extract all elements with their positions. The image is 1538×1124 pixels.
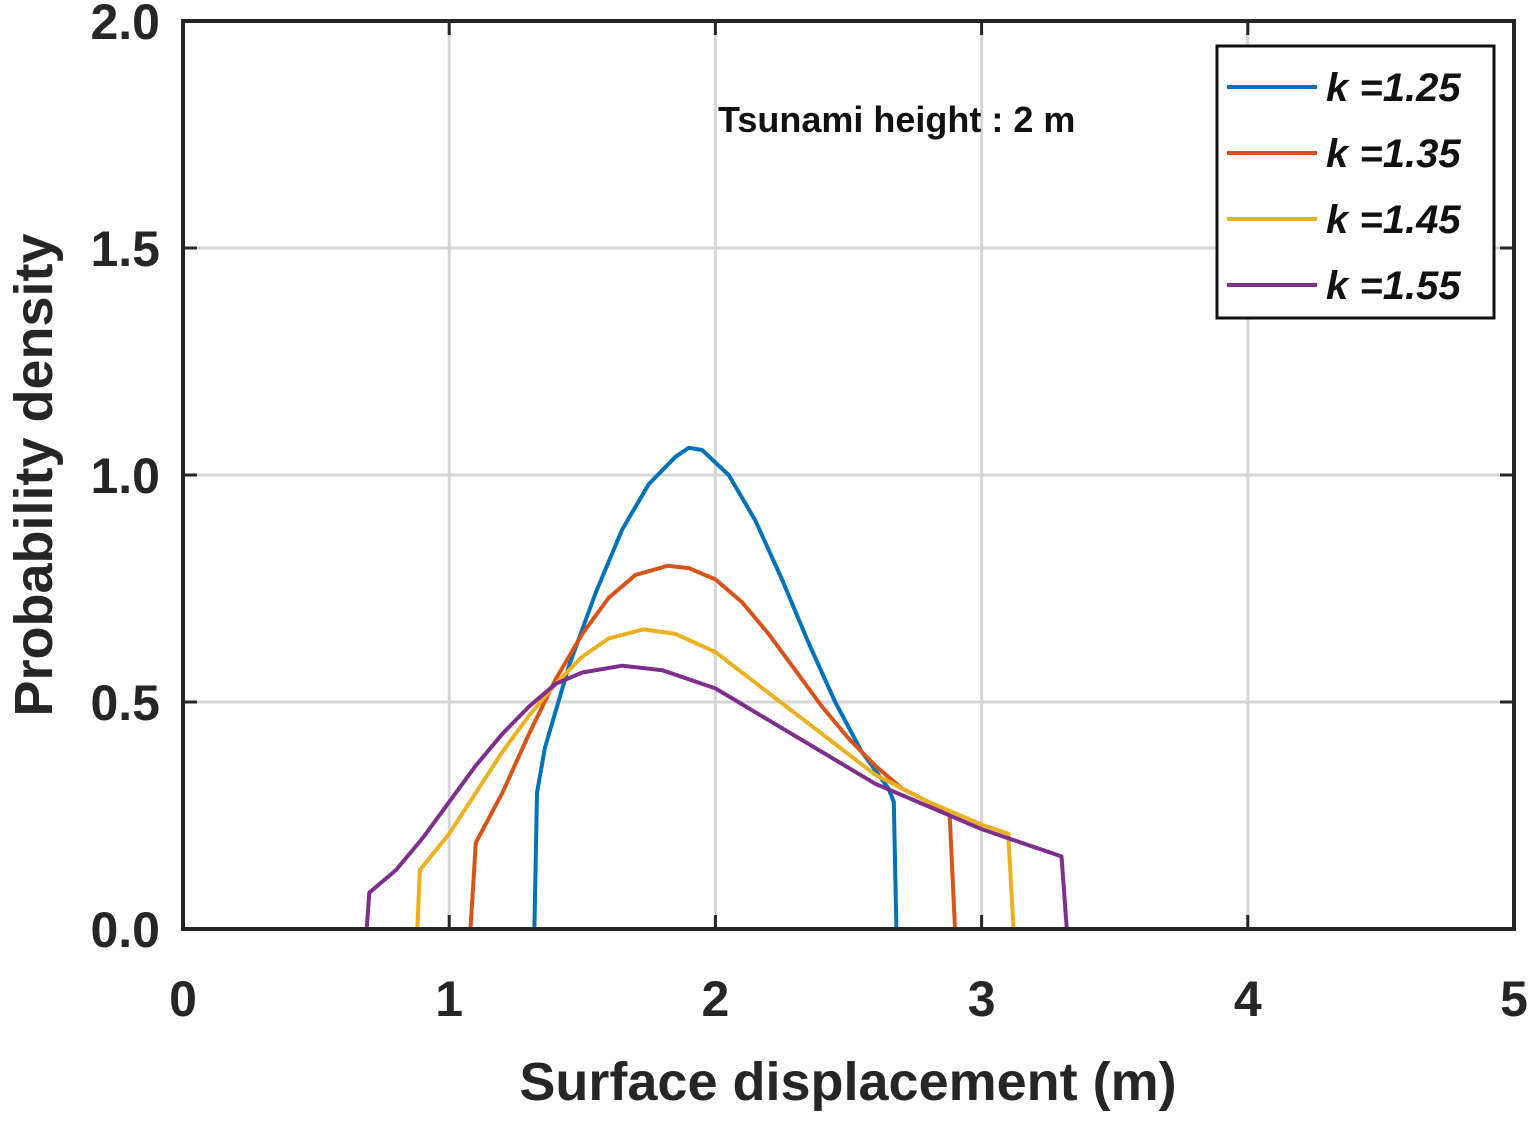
x-tick-label: 0 — [169, 971, 197, 1027]
series-line-2 — [181, 563, 1516, 931]
x-tick-label: 1 — [435, 971, 463, 1027]
series-line-4 — [181, 663, 1516, 931]
legend: k =1.25 k =1.35 k =1.45 k =1.55 — [1215, 44, 1496, 320]
y-tick-labels: 0.0 0.5 1.0 1.5 2.0 — [90, 0, 160, 958]
legend-label-1: k =1.25 — [1326, 66, 1461, 110]
x-tick-label: 4 — [1234, 971, 1262, 1027]
y-tick-label: 0.0 — [90, 902, 160, 958]
annotation-text: Tsunami height : 2 m — [718, 99, 1075, 140]
legend-items: k =1.25 k =1.35 k =1.45 k =1.55 — [1227, 66, 1461, 308]
y-tick-label: 0.5 — [90, 675, 160, 731]
legend-label-3: k =1.45 — [1326, 198, 1461, 242]
legend-label-4: k =1.55 — [1326, 264, 1461, 308]
x-tick-label: 2 — [701, 971, 729, 1027]
tick-layer — [181, 19, 1516, 931]
series-line-3 — [181, 627, 1516, 931]
x-tick-labels: 0 1 2 3 4 5 — [169, 971, 1528, 1027]
series-line-1 — [181, 445, 1516, 931]
series-layer — [181, 445, 1516, 931]
y-tick-label: 2.0 — [90, 0, 160, 50]
y-tick-label: 1.5 — [90, 221, 160, 277]
y-tick-label: 1.0 — [90, 448, 160, 504]
legend-box — [1215, 44, 1496, 320]
x-tick-label: 5 — [1500, 971, 1528, 1027]
y-axis-title: Probability density — [4, 233, 64, 716]
x-tick-label: 3 — [968, 971, 996, 1027]
x-axis-title: Surface displacement (m) — [519, 1052, 1176, 1112]
legend-label-2: k =1.35 — [1326, 132, 1461, 176]
